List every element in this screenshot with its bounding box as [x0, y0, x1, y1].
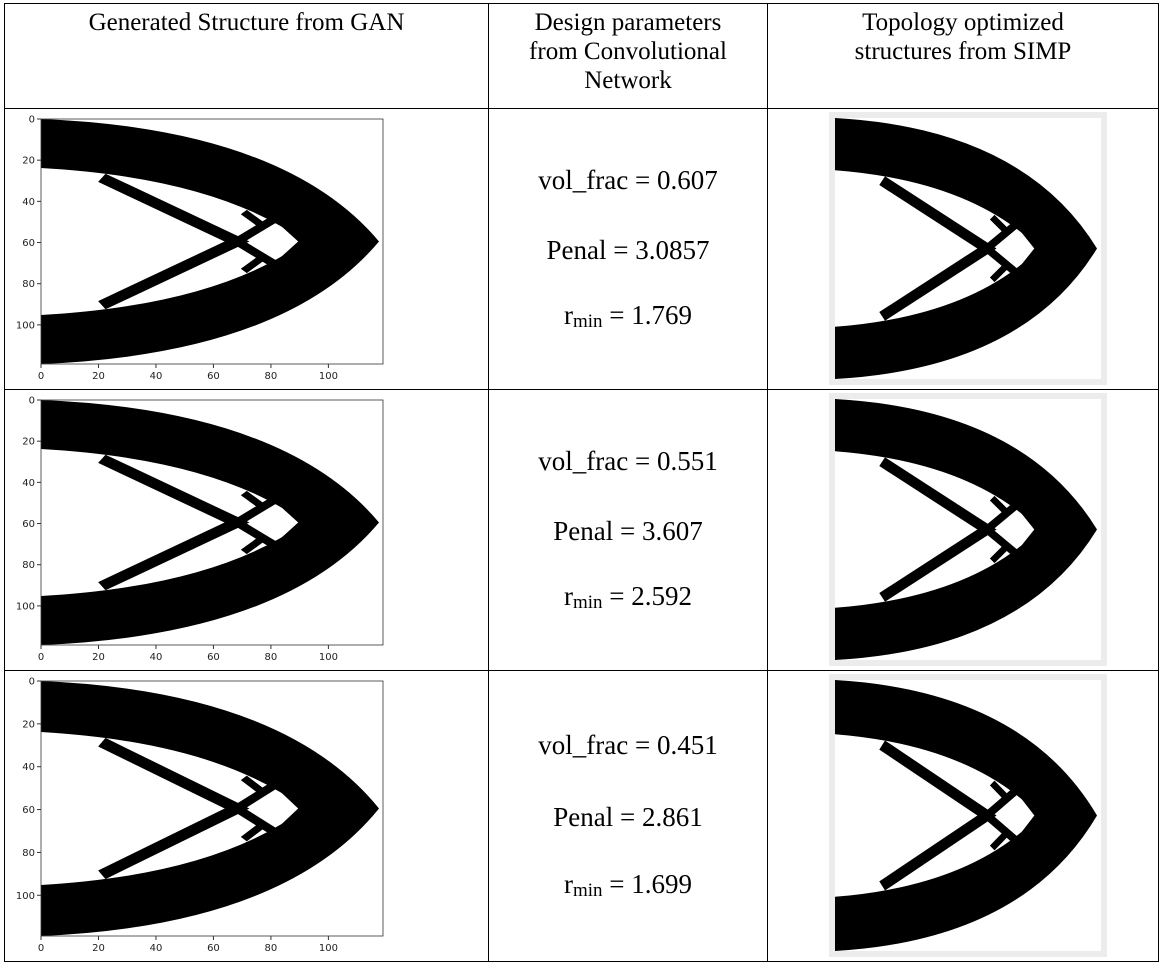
param-value: = 1.769: [602, 299, 693, 330]
x-tick-label: 20: [92, 371, 105, 382]
simp-image: [829, 112, 1107, 385]
plot-frame: [40, 680, 384, 937]
simp-cell: [767, 670, 1159, 962]
header-cell: Design parameters from Convolutional Netwo…: [488, 3, 768, 109]
params-cell: vol_frac = 0.607 Penal = 3.0857 rmin = 1.7…: [488, 108, 768, 390]
x-tick-label: 100: [319, 652, 338, 663]
y-tick-label: 100: [16, 601, 35, 612]
header-cell: Generated Structure from GAN: [4, 3, 489, 109]
param-label: r: [563, 580, 573, 611]
param-text: vol_frac = 0.607: [489, 165, 767, 196]
gan-image: 0 20 40 60 80 100 0 20 40 60 80 100: [16, 396, 384, 663]
x-tick-label: 100: [319, 371, 338, 382]
param-label: vol_frac = 0.551: [538, 446, 718, 477]
simp-image: [829, 393, 1107, 666]
param-text: rmin = 2.592: [489, 581, 767, 614]
param-label: vol_frac = 0.607: [538, 165, 718, 196]
param-text: vol_frac = 0.551: [489, 446, 767, 477]
gan-cell: 0 20 40 60 80 100 0 20 40 60 80 100: [4, 108, 489, 390]
param-label: r: [563, 869, 573, 900]
x-tick-label: 80: [265, 652, 278, 663]
plot-frame: [40, 118, 384, 365]
x-tick-label: 0: [38, 652, 44, 663]
x-tick-label: 40: [150, 371, 163, 382]
y-tick-label: 40: [22, 197, 35, 208]
x-tick-label: 0: [38, 943, 44, 954]
y-tick-label: 60: [22, 805, 35, 816]
x-tick-label: 40: [150, 943, 163, 954]
param-text: Penal = 2.861: [489, 802, 767, 833]
param-label: Penal = 3.0857: [546, 235, 710, 266]
param-subscript: min: [572, 880, 603, 902]
y-tick-label: 100: [16, 320, 35, 331]
y-tick-label: 20: [22, 156, 35, 167]
header-text: Generated Structure from GAN: [88, 9, 405, 36]
param-text: Penal = 3.0857: [489, 235, 767, 266]
y-tick-label: 40: [22, 478, 35, 489]
x-tick-label: 100: [319, 943, 338, 954]
param-value: = 2.592: [602, 580, 693, 611]
simp-cell: [767, 389, 1159, 671]
gan-image: 0 20 40 60 80 100 0 20 40 60 80 100: [16, 677, 384, 954]
header-text: Network: [584, 67, 672, 94]
params-cell: vol_frac = 0.551 Penal = 3.607 rmin = 2.59…: [488, 389, 768, 671]
param-text: Penal = 3.607: [489, 516, 767, 547]
x-tick-label: 0: [38, 371, 44, 382]
x-tick-label: 80: [265, 943, 278, 954]
y-tick-label: 20: [22, 437, 35, 448]
y-tick-label: 0: [29, 677, 35, 688]
gan-structure: [41, 400, 379, 645]
y-tick-label: 0: [29, 396, 35, 407]
gan-structure: [41, 119, 379, 364]
x-tick-label: 60: [207, 371, 220, 382]
gan-cell: 0 20 40 60 80 100 0 20 40 60 80 100: [4, 389, 489, 671]
y-tick-label: 40: [22, 762, 35, 773]
gan-structure: [41, 681, 379, 936]
param-label: vol_frac = 0.451: [538, 729, 718, 760]
param-label: Penal = 3.607: [553, 516, 703, 547]
y-tick-label: 80: [22, 560, 35, 571]
param-text: vol_frac = 0.451: [489, 730, 767, 761]
header-text: Topology optimized: [862, 9, 1064, 36]
header-text: structures from SIMP: [854, 38, 1072, 65]
x-tick-label: 60: [207, 943, 220, 954]
param-subscript: min: [572, 310, 603, 332]
simp-image: [829, 674, 1107, 957]
param-label: r: [563, 299, 573, 330]
y-tick-label: 80: [22, 279, 35, 290]
x-tick-label: 20: [92, 943, 105, 954]
y-tick-label: 100: [16, 891, 35, 902]
param-subscript: min: [572, 591, 603, 613]
gan-image: 0 20 40 60 80 100 0 20 40 60 80 100: [16, 115, 384, 382]
y-tick-label: 20: [22, 719, 35, 730]
param-label: Penal = 2.861: [553, 802, 703, 833]
y-tick-label: 80: [22, 848, 35, 859]
simp-cell: [767, 108, 1159, 390]
params-cell: vol_frac = 0.451 Penal = 2.861 rmin = 1.69…: [488, 670, 768, 962]
x-tick-label: 20: [92, 652, 105, 663]
gan-cell: 0 20 40 60 80 100 0 20 40 60 80 100: [4, 670, 489, 962]
plot-frame: [40, 399, 384, 646]
param-text: rmin = 1.699: [489, 869, 767, 902]
y-tick-label: 60: [22, 519, 35, 530]
y-tick-label: 60: [22, 238, 35, 249]
x-tick-label: 80: [265, 371, 278, 382]
param-text: rmin = 1.769: [489, 300, 767, 333]
x-tick-label: 40: [150, 652, 163, 663]
y-tick-label: 0: [29, 115, 35, 126]
param-value: = 1.699: [602, 869, 693, 900]
header-text: Design parameters: [534, 9, 722, 36]
header-cell: Topology optimized structures from SIMP: [767, 3, 1159, 109]
x-tick-label: 60: [207, 652, 220, 663]
header-text: from Convolutional: [529, 38, 727, 65]
